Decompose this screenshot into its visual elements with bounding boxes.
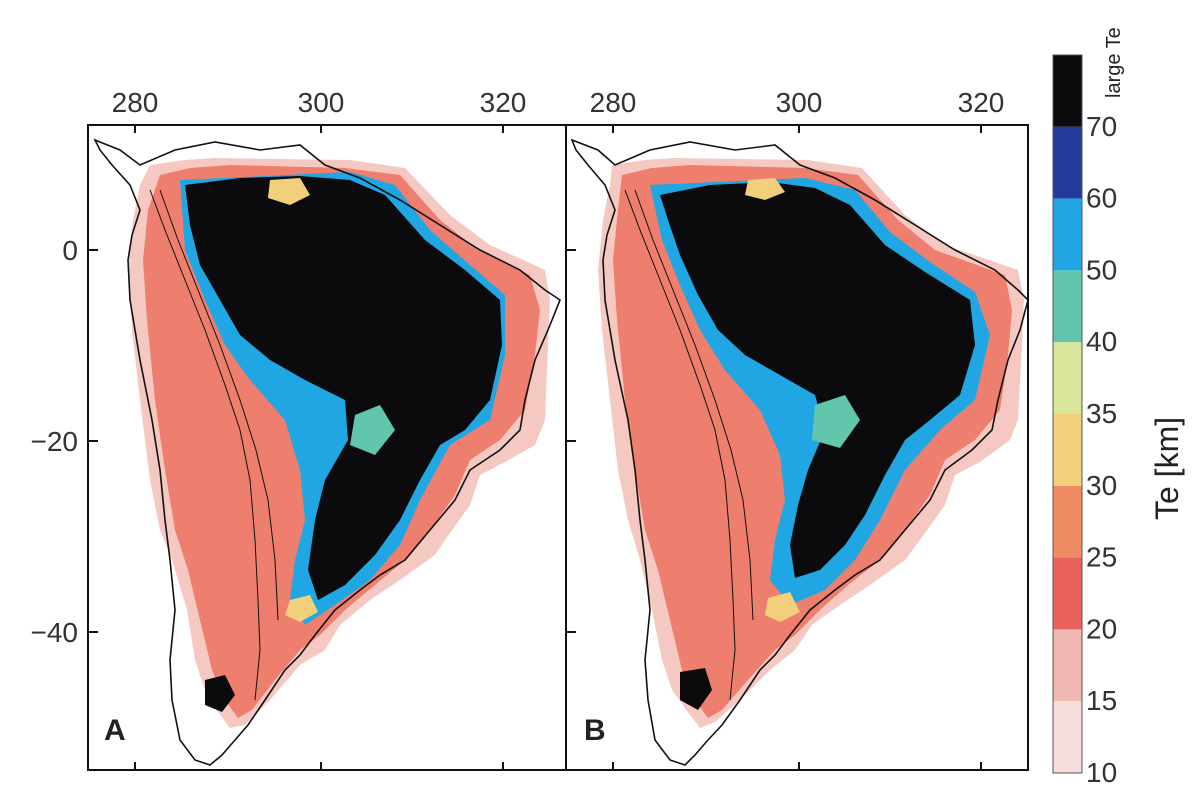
colorbar-tick-label: 40 bbox=[1086, 326, 1117, 357]
map-panel-a: A bbox=[87, 124, 567, 771]
colorbar-tick-label: 25 bbox=[1086, 542, 1117, 573]
panel-b-te-craton-large bbox=[660, 182, 975, 578]
colorbar-tick-label: 50 bbox=[1086, 254, 1117, 285]
panel-b-lon-tick-label: 280 bbox=[590, 87, 637, 118]
colorbar-swatch bbox=[1053, 414, 1082, 486]
colorbar-frame bbox=[1052, 54, 1083, 774]
panel-b-te-craton-patagonia bbox=[680, 668, 712, 710]
colorbar-tick-label: 60 bbox=[1086, 183, 1117, 214]
panel-a-te-craton-large bbox=[185, 176, 502, 600]
colorbar-tick-label: 35 bbox=[1086, 398, 1117, 429]
panel-a-te-yellow-patch-south bbox=[285, 595, 318, 622]
colorbar-swatch bbox=[1053, 485, 1082, 558]
latitude-ticks: 0 −20 −40 bbox=[31, 235, 576, 648]
colorbar-swatches bbox=[1053, 55, 1082, 773]
panel-a-te-teal-patch bbox=[350, 405, 395, 455]
colorbar-tick-label: 70 bbox=[1086, 111, 1117, 142]
panel-a-lon-tick-label: 280 bbox=[112, 87, 159, 118]
panel-a-lon-tick-label: 300 bbox=[298, 87, 345, 118]
panel-a-te-craton-patagonia bbox=[205, 675, 235, 712]
colorbar-tick-labels: 70 60 50 40 35 30 25 20 15 10 bbox=[1086, 111, 1117, 788]
panel-a-longitude-ticks: 280 300 320 bbox=[112, 87, 527, 770]
lat-tick-label: 0 bbox=[62, 235, 78, 266]
panel-b-map-area bbox=[570, 138, 1028, 766]
panel-a-andes-lines bbox=[149, 189, 261, 701]
colorbar-swatch bbox=[1053, 126, 1082, 199]
panel-a-lon-tick-label: 320 bbox=[480, 87, 527, 118]
colorbar-tick-label: 15 bbox=[1086, 685, 1117, 716]
panel-b-label: B bbox=[584, 714, 606, 747]
lat-tick-label: −40 bbox=[31, 617, 79, 648]
panel-b-andes-lines-2 bbox=[634, 189, 754, 621]
panel-b-lon-tick-label: 300 bbox=[776, 87, 823, 118]
panel-b-coastline bbox=[570, 138, 1028, 766]
panel-b-andes-lines bbox=[624, 189, 736, 701]
panel-a-te-yellow-patch-north bbox=[268, 178, 310, 205]
panel-a-andes-lines-2 bbox=[159, 189, 279, 621]
colorbar-swatch bbox=[1053, 55, 1082, 127]
colorbar-tick-label: 10 bbox=[1086, 757, 1117, 788]
panel-b-te-yellow-patch-south bbox=[765, 592, 800, 622]
colorbar-swatch bbox=[1053, 629, 1082, 702]
panel-b-frame bbox=[565, 124, 1029, 771]
colorbar-title: Te [km] bbox=[1149, 417, 1185, 520]
colorbar-tick-label: 20 bbox=[1086, 613, 1117, 644]
panel-b-longitude-ticks: 280 300 320 bbox=[590, 87, 1005, 770]
colorbar-swatch bbox=[1053, 557, 1082, 630]
panel-a-label: A bbox=[104, 714, 126, 747]
map-panel-b: B bbox=[565, 124, 1029, 771]
panel-b-lon-tick-label: 320 bbox=[958, 87, 1005, 118]
panel-b-te-yellow-patch-north bbox=[745, 178, 785, 200]
colorbar-swatch bbox=[1053, 270, 1082, 343]
colorbar: 70 60 50 40 35 30 25 20 15 10 large Te Te [km] bbox=[1052, 27, 1185, 788]
panel-b-te-teal-patch bbox=[812, 395, 860, 448]
colorbar-top-label: large Te bbox=[1103, 27, 1125, 98]
colorbar-tick-label: 30 bbox=[1086, 470, 1117, 501]
colorbar-swatch bbox=[1053, 701, 1082, 773]
panel-a-coastline bbox=[93, 138, 561, 766]
colorbar-swatch bbox=[1053, 198, 1082, 271]
lat-tick-label: −20 bbox=[31, 426, 79, 457]
panel-a-map-area bbox=[93, 138, 561, 766]
colorbar-swatch bbox=[1053, 342, 1082, 414]
